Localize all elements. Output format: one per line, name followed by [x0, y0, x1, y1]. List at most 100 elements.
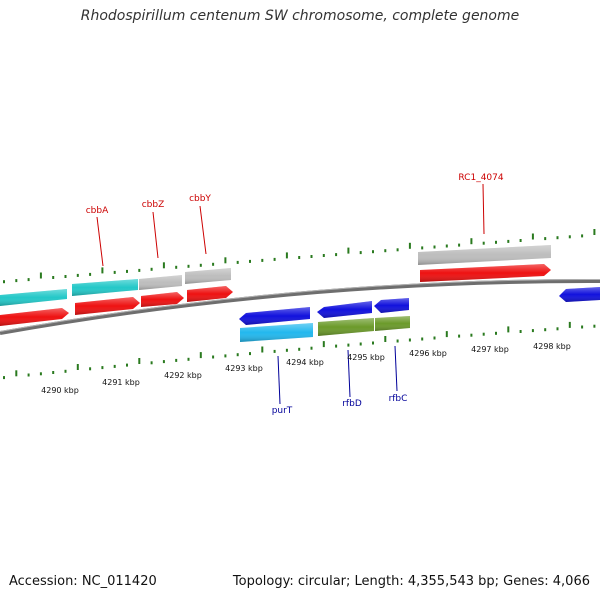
minor-tick [310, 346, 313, 350]
minor-tick [212, 262, 215, 266]
minor-tick [39, 372, 42, 376]
minor-tick [433, 336, 436, 340]
reverse-genes [239, 287, 600, 342]
minor-tick [285, 348, 288, 352]
gene-label-cbbY[interactable]: cbbY [189, 194, 211, 204]
minor-tick [199, 263, 202, 267]
minor-tick [458, 334, 461, 338]
minor-tick [396, 248, 399, 252]
major-tick [531, 233, 534, 240]
minor-tick [347, 343, 350, 347]
minor-tick [581, 325, 584, 329]
major-tick [285, 252, 288, 259]
accession-text: Accession: NC_011420 [9, 574, 157, 589]
forward-genes [0, 245, 551, 326]
gene-label-cbbA[interactable]: cbbA [86, 206, 109, 216]
minor-tick [298, 347, 301, 351]
minor-tick [249, 259, 251, 263]
major-tick [261, 346, 264, 353]
minor-tick [335, 344, 338, 348]
major-tick [408, 242, 411, 249]
gene-label-rfbC[interactable]: rfbC [389, 394, 408, 404]
minor-tick [52, 276, 55, 279]
minor-tick [52, 371, 55, 374]
major-tick [322, 341, 325, 348]
minor-tick [150, 361, 153, 365]
minor-tick [113, 270, 116, 274]
gene-label-cbbZ[interactable]: cbbZ [142, 200, 165, 210]
minor-tick [531, 329, 534, 333]
kbp-label: 4298 kbp [533, 342, 571, 351]
minor-tick [581, 234, 584, 238]
minor-tick [224, 354, 227, 358]
major-tick [76, 364, 79, 370]
minor-tick [359, 342, 362, 346]
minor-tick [138, 268, 141, 272]
minor-tick [15, 279, 18, 283]
gene-label-rc1-4074[interactable]: RC1_4074 [458, 173, 503, 183]
minor-tick [519, 239, 522, 242]
minor-tick [187, 357, 190, 361]
major-tick [507, 326, 510, 333]
major-tick [384, 336, 387, 342]
minor-tick [89, 272, 92, 276]
minor-tick [482, 332, 485, 336]
minor-tick [507, 239, 510, 243]
chromosome-backbone [0, 278, 600, 335]
major-tick [138, 358, 141, 364]
minor-tick [544, 328, 547, 332]
label-leaders [96, 183, 485, 405]
minor-tick [384, 249, 387, 253]
minor-tick [556, 236, 559, 240]
minor-tick [175, 358, 178, 362]
minor-tick [544, 237, 547, 241]
minor-tick [421, 337, 424, 341]
major-tick [15, 370, 18, 377]
minor-tick [162, 360, 165, 364]
minor-tick [482, 241, 485, 245]
major-tick [568, 321, 571, 328]
major-tick [347, 247, 350, 254]
kbp-label: 4294 kbp [286, 358, 324, 367]
kbp-label: 4291 kbp [102, 378, 140, 387]
major-tick [101, 267, 104, 274]
minor-tick [421, 246, 424, 250]
upper-tick-ring [3, 229, 596, 284]
major-tick [199, 352, 202, 359]
minor-tick [433, 245, 436, 249]
major-tick [593, 229, 596, 235]
kbp-label: 4290 kbp [41, 386, 79, 395]
minor-tick [310, 255, 313, 258]
lower-tick-ring [3, 321, 596, 380]
kbp-label: 4296 kbp [409, 349, 447, 358]
gene-labels: cbbA cbbZ cbbY RC1_4074 purT rfbD rfbC [86, 173, 504, 416]
minor-tick [495, 331, 497, 335]
minor-tick [126, 269, 128, 273]
genome-stats-text: Topology: circular; Length: 4,355,543 bp… [232, 574, 590, 589]
kbp-label: 4293 kbp [225, 364, 263, 373]
minor-tick [593, 324, 596, 328]
minor-tick [187, 264, 190, 268]
minor-tick [27, 373, 30, 377]
minor-tick [470, 333, 473, 337]
major-tick [162, 262, 165, 269]
minor-tick [126, 363, 128, 367]
minor-tick [236, 353, 239, 357]
minor-tick [556, 327, 559, 331]
major-tick [445, 331, 448, 338]
minor-tick [76, 273, 79, 277]
minor-tick [27, 278, 30, 282]
minor-tick [372, 250, 374, 254]
kbp-label: 4292 kbp [164, 371, 202, 380]
kbp-labels: 4290 kbp 4291 kbp 4292 kbp 4293 kbp 4294… [41, 342, 571, 395]
minor-tick [322, 254, 325, 257]
minor-tick [89, 367, 92, 371]
minor-tick [519, 330, 522, 333]
minor-tick [335, 253, 338, 257]
minor-tick [495, 240, 497, 244]
minor-tick [175, 265, 178, 269]
gene-label-rfbD[interactable]: rfbD [342, 399, 362, 409]
minor-tick [298, 256, 301, 259]
gene-label-purT[interactable]: purT [272, 406, 293, 416]
